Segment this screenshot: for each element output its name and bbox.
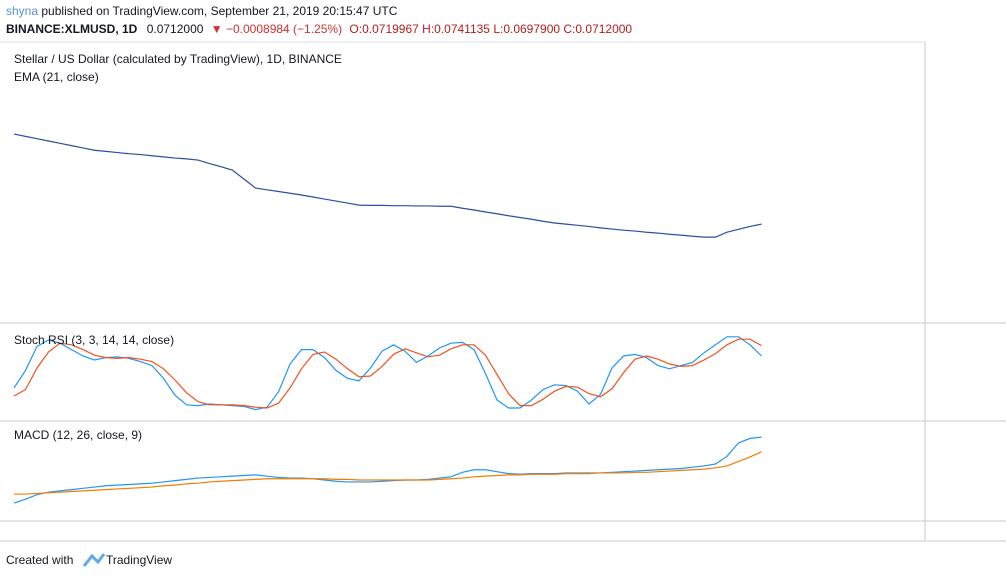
published: published on TradingView.com, September …: [41, 4, 397, 18]
change: ▼ −0.0008984 (−1.25%): [211, 22, 342, 36]
pane-title: MACD (12, 26, close, 9): [14, 428, 142, 442]
symbol: BINANCE:XLMUSD, 1D: [6, 22, 138, 36]
ohlc: O:0.0719967 H:0.0741135 L:0.0697900 C:0.…: [349, 22, 632, 36]
footer-text: Created with: [6, 553, 73, 567]
marks-layer: [13, 133, 762, 504]
stoch-line: [13, 338, 762, 409]
pane-title: Stoch RSI (3, 3, 14, 14, close): [14, 333, 174, 347]
header-line: shyna published on TradingView.com, Sept…: [6, 4, 398, 18]
price: 0.0712000: [147, 22, 204, 36]
logo: [82, 553, 106, 567]
logo-mark: [82, 553, 106, 567]
macd-line: [14, 451, 762, 495]
pane-title: Stellar / US Dollar (calculated by Tradi…: [14, 52, 342, 66]
symbol-line: BINANCE:XLMUSD, 1D 0.0712000 ▼ −0.000898…: [6, 22, 632, 36]
ema-line: [13, 133, 762, 238]
macd-line: [13, 436, 762, 504]
text-layer: shyna published on TradingView.com, Sept…: [6, 4, 632, 567]
axis-layer: [925, 0, 1006, 540]
ema-legend: EMA (21, close): [14, 70, 99, 84]
stoch-line: [13, 336, 762, 411]
publisher: shyna: [6, 4, 38, 18]
footer-brand: TradingView: [106, 553, 172, 567]
axis-background: [925, 0, 1006, 540]
